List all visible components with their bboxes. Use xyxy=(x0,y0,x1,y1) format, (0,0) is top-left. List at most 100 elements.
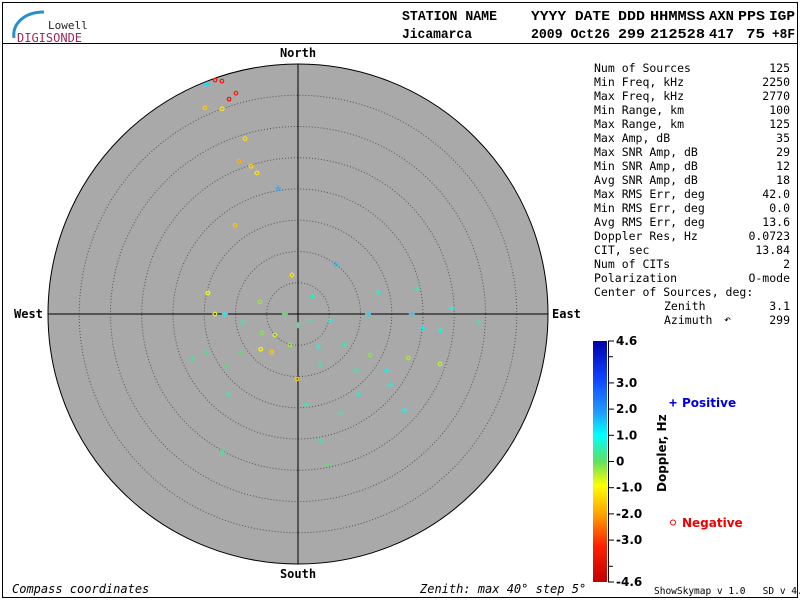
header-value: +8F xyxy=(772,27,795,43)
source-point-negative xyxy=(212,311,218,317)
zenith-label: Zenith xyxy=(664,299,706,313)
source-point-negative xyxy=(232,222,238,228)
colorbar xyxy=(593,341,607,582)
source-point-positive xyxy=(341,341,348,348)
source-point-negative xyxy=(242,136,248,142)
colorbar-tick-label: -4.6 xyxy=(616,575,642,589)
header-label: DDD xyxy=(618,9,645,25)
azimuth-value: 299 xyxy=(769,313,790,327)
source-point-positive xyxy=(189,356,196,363)
colorbar-tick-label: -3.0 xyxy=(616,533,642,547)
stat-label: Min RMS Err, deg xyxy=(594,201,705,215)
source-point-positive xyxy=(236,348,243,355)
stat-value: O-mode xyxy=(748,271,790,285)
source-point-positive xyxy=(203,348,210,355)
logo-line1: Lowell xyxy=(48,19,88,32)
header-value: 299 xyxy=(618,27,645,43)
colorbar-tick-label: 1.0 xyxy=(616,428,637,442)
stat-label: Avg RMS Err, deg xyxy=(594,215,705,229)
source-point-negative xyxy=(226,96,232,102)
source-point-positive xyxy=(476,318,483,325)
stat-label: Num of CITs xyxy=(594,257,670,271)
stat-value: 125 xyxy=(769,117,790,131)
stat-value: 18 xyxy=(776,173,790,187)
colorbar-tick-label: 4.6 xyxy=(616,334,637,348)
source-point-positive xyxy=(338,410,345,417)
legend-negative: Negative xyxy=(682,516,743,530)
source-point-positive xyxy=(223,364,230,371)
source-point-positive xyxy=(317,362,324,369)
source-point-positive xyxy=(419,325,426,332)
source-point-positive xyxy=(324,461,331,468)
colorbar-tick-label: -1.0 xyxy=(616,481,642,495)
source-point-negative xyxy=(248,163,254,169)
source-point-positive xyxy=(414,285,421,292)
colorbar-label: Doppler, Hz xyxy=(655,414,669,492)
colorbar-tick-label: 0 xyxy=(616,455,624,469)
zenith-value: 3.1 xyxy=(769,299,790,313)
stats-panel: Num of Sources 125 Min Freq, kHz 2250 Max Fr… xyxy=(594,61,790,285)
stat-label: Num of Sources xyxy=(594,61,691,75)
source-point-positive xyxy=(302,401,309,408)
header-value: 417 xyxy=(709,27,734,43)
colorbar-tick-label: -2.0 xyxy=(616,507,642,521)
source-point-negative xyxy=(269,349,275,355)
stat-value: 2770 xyxy=(762,89,790,103)
source-point-positive xyxy=(448,305,455,312)
south-label: South xyxy=(280,567,316,581)
header-label: PPS xyxy=(738,9,765,25)
stat-label: CIT, sec xyxy=(594,243,649,257)
stat-value: 2 xyxy=(783,257,790,271)
source-point-negative xyxy=(289,272,295,278)
stat-label: Avg SNR Amp, dB xyxy=(594,173,698,187)
header-label: HHMMSS xyxy=(650,9,705,25)
stat-value: 42.0 xyxy=(762,187,790,201)
source-point-positive xyxy=(365,311,371,317)
source-point-negative xyxy=(294,376,300,382)
source-point-positive xyxy=(204,81,211,88)
stat-label: Min SNR Amp, dB xyxy=(594,159,698,173)
source-point-negative xyxy=(259,330,265,336)
stat-value: 13.84 xyxy=(755,243,790,257)
source-point-positive xyxy=(317,437,324,444)
stat-value: 12 xyxy=(776,159,790,173)
source-point-negative xyxy=(437,361,443,367)
stat-label: Doppler Res, Hz xyxy=(594,229,698,243)
logo-line2: DIGISONDE xyxy=(17,31,82,45)
source-point-positive xyxy=(281,311,288,317)
source-point-negative xyxy=(219,78,225,84)
header: STATION NAME YYYY DATE DDD HHMMSS AXN PPS IGP J… xyxy=(402,9,795,43)
stat-label: Min Freq, kHz xyxy=(594,75,684,89)
stat-label: Min Range, km xyxy=(594,103,684,117)
source-point-positive xyxy=(239,319,246,326)
source-point-negative xyxy=(212,77,218,83)
stat-value: 125 xyxy=(769,61,790,75)
colorbar-tick-label: 3.0 xyxy=(616,376,637,390)
source-point-positive xyxy=(332,261,339,268)
stat-value: 100 xyxy=(769,103,790,117)
stat-label: Max Amp, dB xyxy=(594,131,670,145)
source-point-positive xyxy=(315,344,322,351)
north-label: North xyxy=(280,46,316,60)
source-point-positive xyxy=(437,326,444,333)
source-point-positive xyxy=(408,311,415,317)
source-point-positive xyxy=(326,316,333,323)
stat-label: Max RMS Err, deg xyxy=(594,187,705,201)
source-point-negative xyxy=(202,105,208,111)
source-point-positive xyxy=(221,311,228,317)
source-point-positive xyxy=(352,367,359,374)
azimuth-label: Azimuth xyxy=(664,313,712,327)
header-label: YYYY DATE xyxy=(531,9,610,25)
colorbar-tick-label: 2.0 xyxy=(616,402,637,416)
source-point-positive xyxy=(375,288,382,295)
source-point-positive xyxy=(386,382,393,389)
source-point-negative xyxy=(257,299,263,305)
stat-label: Polarization xyxy=(594,271,677,285)
source-point-negative xyxy=(254,170,260,176)
digisonde-logo: Lowell DIGISONDE xyxy=(12,10,88,45)
stat-value: 13.6 xyxy=(762,215,790,229)
source-point-positive xyxy=(355,390,362,397)
negative-circle-icon xyxy=(670,519,676,526)
